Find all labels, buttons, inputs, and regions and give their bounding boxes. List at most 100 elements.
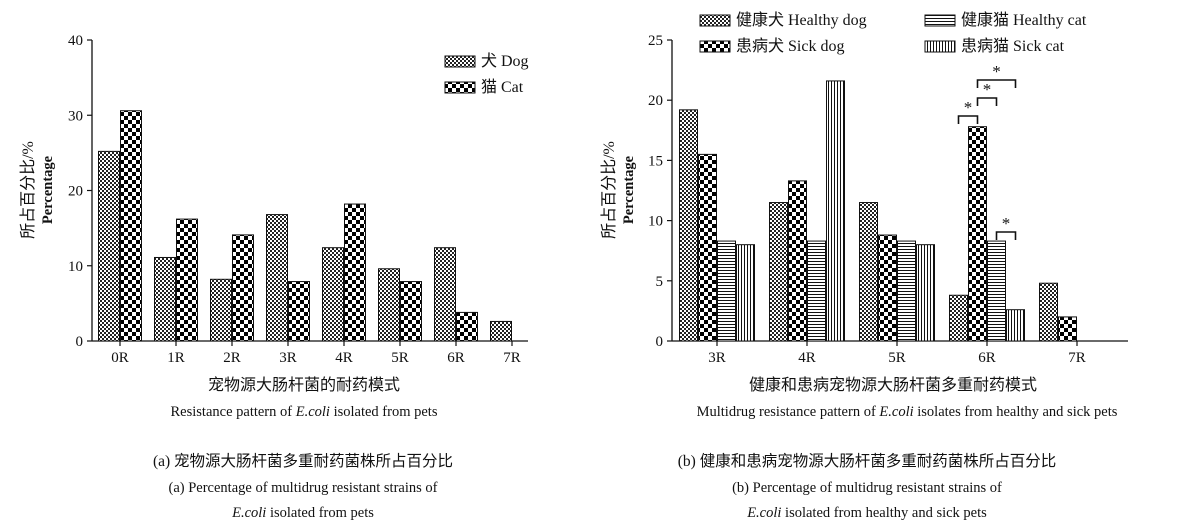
bar-6r-series-1 [456, 311, 478, 342]
x-tick-label: 6R [978, 350, 996, 366]
bar-3r-series-3 [736, 244, 755, 342]
chart-a-xlabel-en-italic: E.coli [295, 404, 330, 420]
chart-a-caption-cn: (a) 宠物源大肠杆菌多重耐药菌株所占百分比 [153, 452, 453, 470]
chart-a-bars [98, 110, 512, 342]
bar-4r-series-1 [788, 180, 807, 342]
bar-5r-series-3 [916, 244, 935, 342]
chart-b-xlabel-en: Multidrug resistance pattern of E.coli i… [697, 404, 1118, 420]
bar-6r-series-0 [434, 247, 456, 342]
legend-healthy-cat-swatch [924, 14, 956, 27]
bar-2r-series-1 [232, 234, 254, 342]
bar-3r-series-1 [288, 281, 310, 342]
x-tick-label: 7R [1068, 350, 1086, 366]
y-tick-label: 25 [648, 33, 663, 49]
bar-4r-series-0 [322, 247, 344, 342]
chart-b-caption-en-2-italic: E.coli [746, 505, 781, 521]
bar-4r-series-3 [826, 80, 845, 342]
chart-a-legend: 犬 Dog 猫 Cat [444, 52, 529, 96]
sig-sdog-scat-bracket [976, 79, 1017, 88]
chart-a-ylabel-cn: 所占百分比/% [19, 141, 37, 239]
legend-cat-swatch [444, 81, 476, 94]
y-tick-label: 20 [68, 184, 83, 200]
y-tick-label: 20 [648, 93, 663, 109]
chart-b-legend: 健康犬 Healthy dog 患病犬 Sick dog 健康猫 Healthy c… [699, 11, 1087, 55]
y-tick-label: 10 [68, 259, 83, 275]
y-tick-label: 5 [656, 274, 664, 290]
chart-b-ylabel-en: Percentage [621, 155, 637, 224]
chart-a-caption-en-2-post: isolated from pets [266, 505, 374, 521]
sig-sdog-hcat-bracket [976, 97, 998, 106]
chart-panel-b: 0 5 10 15 20 25 3R 4R 5R 6R 7R 健康犬 Healthy dog 患病犬 … [600, 11, 1128, 521]
bar-5r-series-2 [897, 240, 916, 342]
bar-7r-series-0 [1039, 282, 1058, 342]
chart-b-bars [679, 80, 1077, 342]
bar-5r-series-1 [400, 281, 422, 342]
x-tick-label: 6R [447, 350, 465, 366]
chart-b-xlabel-en-italic: E.coli [878, 404, 913, 420]
legend-sick-dog-label: 患病犬 Sick dog [736, 37, 844, 55]
bar-2r-series-0 [210, 278, 232, 342]
chart-b-caption-cn: (b) 健康和患病宠物源大肠杆菌多重耐药菌株所占百分比 [678, 452, 1056, 470]
bar-3r-series-1 [698, 153, 717, 342]
bar-6r-series-3 [1006, 309, 1025, 342]
bar-5r-series-0 [378, 268, 400, 342]
chart-a-ylabel-en: Percentage [40, 155, 56, 224]
sig-hdog-sdog-bracket [957, 115, 979, 124]
x-tick-label: 4R [798, 350, 816, 366]
bar-3r-series-2 [717, 240, 736, 342]
chart-b-caption-en-2: E.coli isolated from healthy and sick pe… [746, 505, 987, 521]
y-tick-label: 15 [648, 153, 663, 169]
bar-6r-series-2 [987, 240, 1006, 342]
bar-4r-series-2 [807, 240, 826, 342]
y-tick-label: 40 [68, 33, 83, 49]
x-tick-label: 0R [111, 350, 129, 366]
x-tick-label: 1R [167, 350, 185, 366]
y-tick-label: 30 [68, 108, 83, 124]
chart-a-xlabel-en-pre: Resistance pattern of [171, 404, 296, 420]
legend-sick-dog-swatch [699, 40, 731, 53]
legend-healthy-cat-label: 健康猫 Healthy cat [961, 11, 1087, 29]
x-tick-label: 5R [391, 350, 409, 366]
x-tick-label: 3R [279, 350, 297, 366]
sig-sdog-scat-star: * [992, 62, 1001, 81]
y-tick-label: 10 [648, 214, 663, 230]
bar-1r-series-1 [176, 218, 198, 342]
chart-b-caption-en-2-post: isolated from healthy and sick pets [781, 505, 987, 521]
chart-b-xlabel-en-pre: Multidrug resistance pattern of [697, 404, 880, 420]
bar-1r-series-0 [154, 256, 176, 342]
chart-a-caption-en-2: E.coli isolated from pets [231, 505, 374, 521]
chart-a-caption-en-2-italic: E.coli [231, 505, 266, 521]
chart-b-significance: **** [957, 62, 1017, 240]
chart-a-ticks: 0 10 20 30 40 0R 1R 2R 3R 4R 5R 6R 7R [68, 33, 521, 366]
x-tick-label: 7R [503, 350, 521, 366]
bar-5r-series-0 [859, 202, 878, 342]
chart-b-xlabel-cn: 健康和患病宠物源大肠杆菌多重耐药模式 [749, 376, 1037, 394]
sig-hcat-scat-star: * [1002, 214, 1011, 233]
legend-cat-label: 猫 Cat [481, 78, 524, 96]
bar-0r-series-0 [98, 150, 120, 342]
sig-sdog-hcat-star: * [983, 80, 992, 99]
x-tick-label: 5R [888, 350, 906, 366]
legend-dog-swatch [444, 55, 476, 68]
x-tick-label: 3R [708, 350, 726, 366]
chart-a-xlabel-en-post: isolated from pets [330, 404, 438, 420]
bar-5r-series-1 [878, 234, 897, 342]
bar-3r-series-0 [679, 109, 698, 342]
x-tick-label: 2R [223, 350, 241, 366]
legend-healthy-dog-label: 健康犬 Healthy dog [736, 11, 867, 29]
x-tick-label: 4R [335, 350, 353, 366]
legend-sick-cat-swatch [924, 40, 956, 53]
sig-hdog-sdog-star: * [964, 98, 973, 117]
legend-healthy-dog-swatch [699, 14, 731, 27]
bar-6r-series-0 [949, 294, 968, 342]
bar-6r-series-1 [968, 126, 987, 342]
bar-4r-series-0 [769, 202, 788, 342]
chart-b-ticks: 0 5 10 15 20 25 3R 4R 5R 6R 7R [648, 33, 1086, 366]
y-tick-label: 0 [656, 334, 664, 350]
bar-3r-series-0 [266, 214, 288, 342]
y-tick-label: 0 [76, 334, 84, 350]
legend-dog-label: 犬 Dog [481, 52, 529, 70]
bar-7r-series-0 [490, 320, 512, 342]
legend-sick-cat-label: 患病猫 Sick cat [961, 37, 1065, 55]
